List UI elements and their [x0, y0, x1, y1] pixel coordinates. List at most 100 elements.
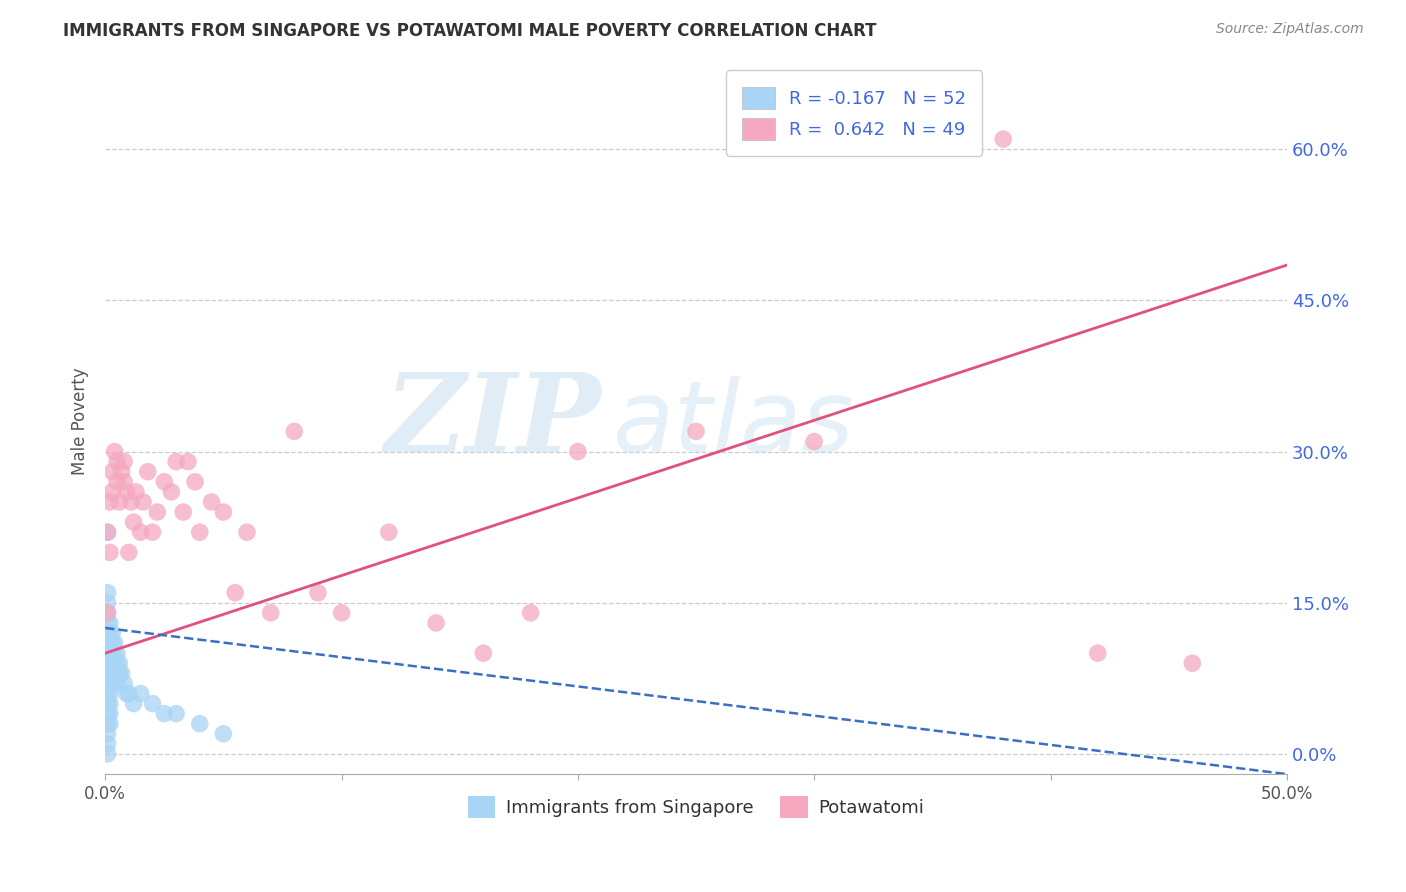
Point	[118, 545, 141, 559]
Point	[188, 525, 211, 540]
Point	[101, 666, 124, 681]
Point	[141, 697, 163, 711]
Point	[97, 666, 120, 681]
Point	[567, 444, 589, 458]
Text: IMMIGRANTS FROM SINGAPORE VS POTAWATOMI MALE POVERTY CORRELATION CHART: IMMIGRANTS FROM SINGAPORE VS POTAWATOMI …	[63, 22, 877, 40]
Point	[685, 425, 707, 439]
Point	[98, 545, 121, 559]
Point	[101, 484, 124, 499]
Point	[104, 444, 127, 458]
Point	[921, 122, 943, 136]
Point	[97, 585, 120, 599]
Point	[132, 495, 155, 509]
Point	[224, 585, 246, 599]
Point	[141, 525, 163, 540]
Point	[105, 475, 128, 489]
Point	[97, 626, 120, 640]
Point	[104, 646, 127, 660]
Point	[97, 737, 120, 751]
Point	[104, 636, 127, 650]
Point	[97, 525, 120, 540]
Point	[188, 716, 211, 731]
Point	[98, 676, 121, 690]
Point	[165, 455, 187, 469]
Point	[283, 425, 305, 439]
Point	[146, 505, 169, 519]
Point	[98, 666, 121, 681]
Point	[115, 686, 138, 700]
Point	[98, 657, 121, 671]
Point	[184, 475, 207, 489]
Point	[105, 455, 128, 469]
Point	[160, 484, 183, 499]
Point	[101, 676, 124, 690]
Point	[98, 615, 121, 630]
Point	[120, 495, 142, 509]
Point	[97, 525, 120, 540]
Point	[212, 505, 235, 519]
Point	[111, 465, 134, 479]
Point	[1087, 646, 1109, 660]
Point	[153, 706, 176, 721]
Point	[98, 706, 121, 721]
Point	[97, 596, 120, 610]
Point	[98, 495, 121, 509]
Point	[97, 606, 120, 620]
Point	[136, 465, 159, 479]
Point	[425, 615, 447, 630]
Point	[108, 495, 131, 509]
Point	[98, 626, 121, 640]
Point	[129, 525, 152, 540]
Point	[129, 686, 152, 700]
Legend: Immigrants from Singapore, Potawatomi: Immigrants from Singapore, Potawatomi	[461, 789, 931, 825]
Point	[993, 132, 1015, 146]
Point	[105, 676, 128, 690]
Point	[98, 716, 121, 731]
Point	[236, 525, 259, 540]
Point	[165, 706, 187, 721]
Point	[803, 434, 825, 449]
Point	[97, 727, 120, 741]
Point	[172, 505, 194, 519]
Point	[97, 636, 120, 650]
Point	[125, 484, 148, 499]
Point	[101, 657, 124, 671]
Point	[153, 475, 176, 489]
Point	[112, 475, 135, 489]
Point	[519, 606, 541, 620]
Point	[112, 676, 135, 690]
Point	[105, 657, 128, 671]
Point	[108, 666, 131, 681]
Text: Source: ZipAtlas.com: Source: ZipAtlas.com	[1216, 22, 1364, 37]
Point	[259, 606, 281, 620]
Point	[1181, 657, 1204, 671]
Point	[378, 525, 401, 540]
Point	[97, 697, 120, 711]
Point	[112, 455, 135, 469]
Point	[97, 606, 120, 620]
Point	[97, 676, 120, 690]
Point	[97, 716, 120, 731]
Point	[98, 697, 121, 711]
Point	[472, 646, 495, 660]
Y-axis label: Male Poverty: Male Poverty	[72, 368, 89, 475]
Point	[122, 515, 145, 529]
Point	[97, 646, 120, 660]
Point	[97, 615, 120, 630]
Point	[330, 606, 353, 620]
Point	[122, 697, 145, 711]
Point	[97, 657, 120, 671]
Point	[101, 636, 124, 650]
Text: ZIP: ZIP	[385, 368, 602, 475]
Point	[115, 484, 138, 499]
Point	[111, 666, 134, 681]
Point	[200, 495, 222, 509]
Point	[97, 686, 120, 700]
Point	[101, 465, 124, 479]
Point	[98, 686, 121, 700]
Text: atlas: atlas	[613, 376, 855, 474]
Point	[97, 747, 120, 761]
Point	[307, 585, 329, 599]
Point	[212, 727, 235, 741]
Point	[104, 666, 127, 681]
